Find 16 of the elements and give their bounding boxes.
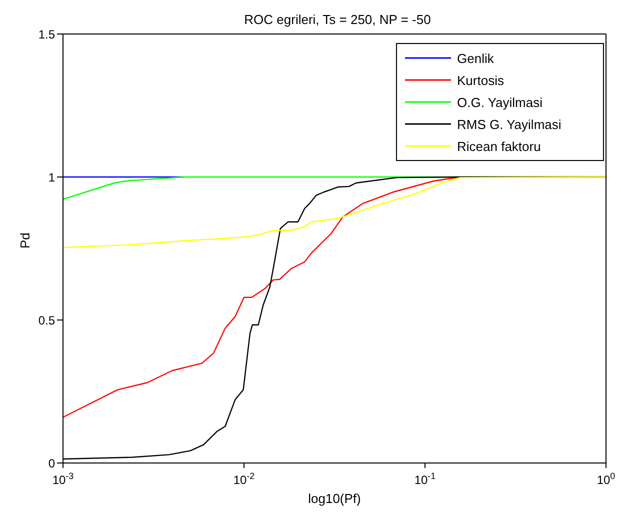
legend-label: Kurtosis (457, 72, 504, 88)
y-tick-label: 1 (48, 170, 56, 184)
legend-label: Ricean faktoru (457, 138, 541, 154)
y-axis-title: Pd (18, 232, 33, 248)
legend-label: RMS G. Yayilmasi (457, 116, 562, 132)
x-tick-label: 10$^{0}$ (596, 471, 616, 487)
y-tick-label: 0 (48, 456, 56, 470)
legend-label: Genlik (457, 50, 494, 66)
legend-label: O.G. Yayilmasi (457, 94, 542, 110)
y-tick-label: 0.5 (38, 313, 56, 328)
x-tick-label: 10$^{-3}$ (52, 471, 74, 487)
chart-title: ROC egrileri, Ts = 250, NP = -50 (243, 12, 432, 27)
x-axis-title: log10(Pf) (308, 491, 361, 506)
x-tick-label: 10$^{-2}$ (233, 471, 255, 487)
y-tick-label: 1.5 (38, 27, 56, 42)
x-tick-label: 10$^{-1}$ (414, 471, 436, 487)
